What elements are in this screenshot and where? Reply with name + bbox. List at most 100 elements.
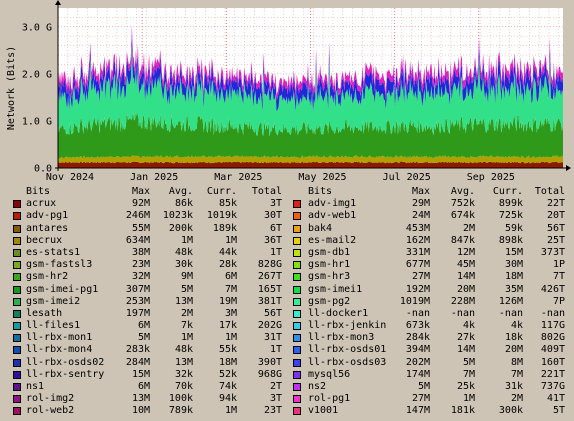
legend-name: gsm-hr2 — [26, 271, 69, 283]
legend-header-total-right: Total — [534, 186, 565, 197]
legend-rows: acrux 92M 86k 85k 3T adv-img1 29M 752k 899k 22T ad… — [0, 198, 574, 417]
legend-max: 192M — [405, 283, 430, 295]
legend-swatch — [293, 395, 301, 404]
y-axis-arrow — [55, 0, 61, 5]
legend-curr: 52k — [218, 368, 237, 380]
legend-name: ll-rbx-sentry — [26, 368, 105, 380]
legend-avg: 48k — [174, 344, 193, 356]
legend-name: ll-rbx-osds02 — [26, 356, 105, 368]
legend-header-max: Max — [131, 186, 150, 197]
legend-swatch — [293, 248, 301, 257]
legend-total: 36T — [263, 234, 282, 246]
legend-name: es-mail2 — [308, 234, 357, 246]
legend-curr: 898k — [498, 234, 523, 246]
legend-swatch — [293, 273, 301, 282]
legend-max: -nan — [405, 307, 430, 319]
legend-avg: 789k — [168, 405, 193, 417]
legend-avg: 14M — [456, 344, 475, 356]
legend-curr: 94k — [218, 393, 237, 405]
legend-curr: 1M — [224, 332, 237, 344]
legend-total: 3T — [269, 198, 282, 210]
legend-row: antares 55M 200k 189k 6T bak4 453M 2M 59k 56T — [0, 223, 574, 235]
legend-total: 3T — [269, 393, 282, 405]
legend-total: 31T — [263, 332, 282, 344]
legend-curr: -nan — [498, 307, 523, 319]
legend-total: 968G — [257, 368, 282, 380]
legend-name: gsm-pg2 — [308, 295, 351, 307]
legend-swatch — [13, 358, 21, 367]
legend-name: gsm-imei-pg1 — [26, 283, 99, 295]
legend-max: 307M — [125, 283, 150, 295]
legend-swatch — [13, 224, 21, 233]
legend-curr: 8M — [510, 356, 523, 368]
legend-total: 117G — [540, 320, 565, 332]
x-tick-label: May 2025 — [298, 172, 346, 183]
legend-total: 381T — [257, 295, 282, 307]
legend-swatch — [13, 309, 21, 318]
legend-name: rol-img2 — [26, 393, 75, 405]
legend-swatch — [13, 297, 21, 306]
legend-max: 253M — [125, 295, 150, 307]
legend-row: ll-rbx-sentry 15M 32k 52k 968G mysql56 174M 7M 7… — [0, 369, 574, 381]
area-band-5 — [58, 24, 563, 101]
legend-total: 6T — [269, 222, 282, 234]
legend-swatch — [293, 224, 301, 233]
legend-swatch — [293, 309, 301, 318]
legend-swatch — [13, 261, 21, 270]
legend-max: 162M — [405, 234, 430, 246]
legend-total: 426T — [540, 283, 565, 295]
legend-avg: 1M — [180, 332, 193, 344]
legend-row: lesath 197M 2M 3M 56T ll-docker1 -nan -nan -nan -… — [0, 308, 574, 320]
area-band-1 — [58, 155, 563, 164]
legend-name: bak4 — [308, 222, 333, 234]
legend-swatch — [293, 407, 301, 416]
legend-max: 15M — [131, 368, 150, 380]
legend-total: 373T — [540, 246, 565, 258]
legend-row: gsm-imei2 253M 13M 19M 381T gsm-pg2 1019M 228M 1… — [0, 296, 574, 308]
legend-name: es-stats1 — [26, 246, 81, 258]
x-tick-label: Jan 2025 — [130, 172, 178, 183]
legend-name: ll-rbx-jenkin — [308, 320, 387, 332]
area-band-4 — [58, 31, 563, 112]
legend-max: 453M — [405, 222, 430, 234]
legend-curr: 3M — [224, 307, 237, 319]
legend-max: 1019M — [399, 295, 430, 307]
legend-name: ll-rbx-osds03 — [308, 356, 387, 368]
legend-swatch — [293, 322, 301, 331]
legend-name: adv-web1 — [308, 210, 357, 222]
legend-avg: 200k — [168, 222, 193, 234]
legend-curr: 44k — [218, 246, 237, 258]
legend-avg: 1023k — [162, 210, 193, 222]
legend-total: 1P — [552, 259, 565, 271]
legend-avg: 1M — [180, 234, 193, 246]
legend-max: 29M — [411, 198, 430, 210]
legend-swatch — [293, 297, 301, 306]
legend-curr: 7M — [510, 368, 523, 380]
legend-total: 56T — [546, 222, 565, 234]
legend-name: adv-pg1 — [26, 210, 69, 222]
area-band-0 — [58, 161, 563, 168]
legend-name: ll-rbx-mon3 — [308, 332, 375, 344]
legend-name: ll-files1 — [26, 320, 81, 332]
legend-name: rol-pg1 — [308, 393, 351, 405]
legend-name: gsm-db1 — [308, 246, 351, 258]
legend-curr: 899k — [498, 198, 523, 210]
legend-avg: 847k — [450, 234, 475, 246]
legend-curr: 55k — [218, 344, 237, 356]
legend-row: adv-pg1 246M 1023k 1019k 30T adv-web1 24M 674k 7… — [0, 210, 574, 222]
legend-row: rol-img2 13M 100k 94k 3T rol-pg1 27M 1M 2M 41T — [0, 393, 574, 405]
legend-max: 202M — [405, 356, 430, 368]
legend-curr: 35M — [504, 283, 523, 295]
legend-row: es-stats1 38M 48k 44k 1T gsm-db1 331M 12M 15M 373… — [0, 247, 574, 259]
y-axis-label: Network (Bits) — [6, 46, 17, 130]
legend-name: mysql56 — [308, 368, 351, 380]
legend-name: adv-img1 — [308, 198, 357, 210]
legend-header-name-right: Bits — [308, 186, 333, 197]
legend-max: 174M — [405, 368, 430, 380]
legend-avg: 32k — [174, 368, 193, 380]
legend-max: 23M — [131, 259, 150, 271]
legend-avg: 228M — [450, 295, 475, 307]
legend-header-curr: Curr. — [206, 186, 237, 197]
axes — [55, 0, 571, 171]
legend-row: rol-web2 10M 789k 1M 23T v1001 147M 181k 300k 5T — [0, 405, 574, 417]
